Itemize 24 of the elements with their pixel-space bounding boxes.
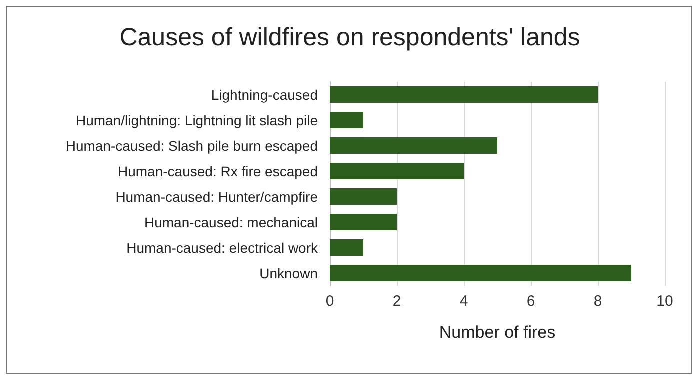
bar — [330, 137, 498, 154]
bar — [330, 239, 364, 256]
x-tick-label: 2 — [392, 293, 402, 310]
bar — [330, 112, 364, 129]
bar — [330, 188, 397, 206]
y-tick-label: Human-caused: Slash pile burn escaped — [66, 138, 318, 154]
y-tick-label: Human-caused: electrical work — [126, 240, 319, 256]
y-tick-label: Human-caused: Hunter/campfire — [116, 188, 318, 205]
x-tick-label: 4 — [460, 293, 468, 310]
chart-title: Causes of wildfires on respondents' lands — [120, 24, 580, 52]
x-tick-label: 0 — [326, 293, 334, 310]
x-axis-title: Number of fires — [439, 323, 556, 342]
bar — [330, 264, 632, 282]
y-tick-label: Human/lightning: Lightning lit slash pile — [76, 112, 318, 128]
y-tick-label: Human-caused: Rx fire escaped — [118, 163, 318, 180]
y-tick-label: Unknown — [260, 265, 318, 282]
x-tick-label: 8 — [594, 293, 602, 310]
x-tick-label: 10 — [656, 293, 674, 310]
y-tick-label: Human-caused: mechanical — [144, 214, 318, 230]
bar — [330, 162, 464, 180]
bar — [330, 214, 397, 231]
bar — [330, 86, 598, 104]
x-tick-label: 6 — [526, 293, 536, 310]
y-tick-label: Lightning-caused — [211, 86, 318, 103]
